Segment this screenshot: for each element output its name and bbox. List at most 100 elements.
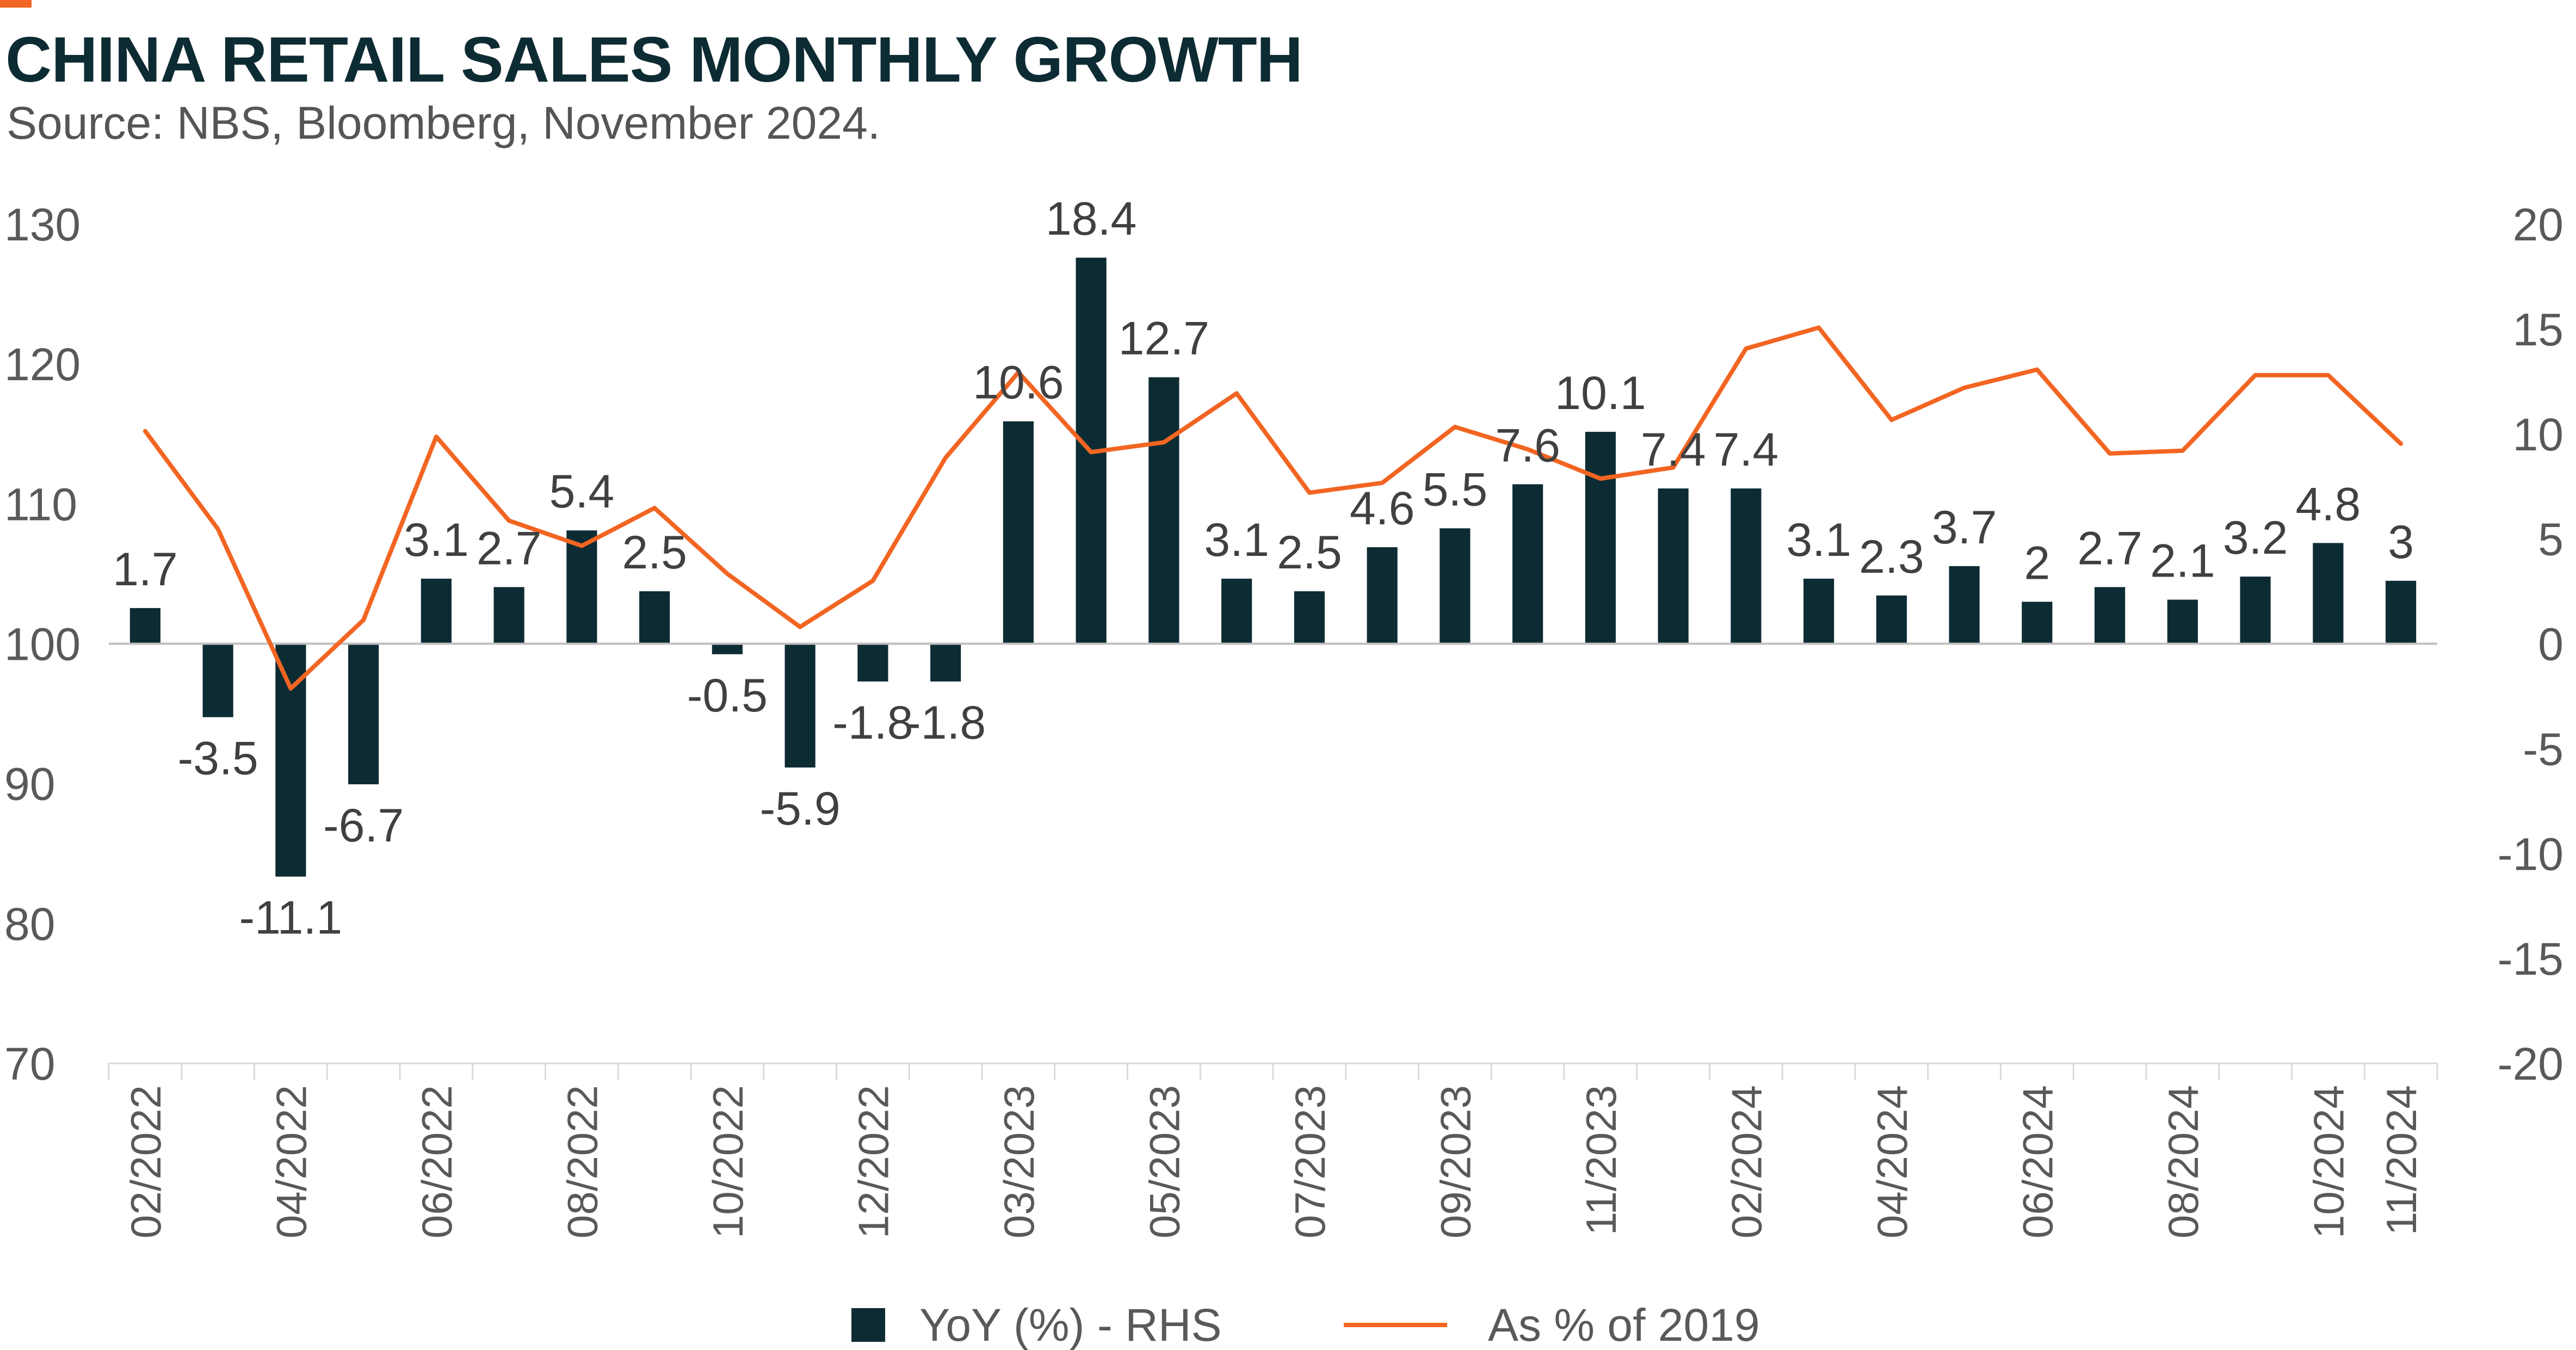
bar [1367,547,1398,644]
x-axis-label: 09/2023 [1431,1085,1479,1238]
x-axis-label: 03/2023 [995,1085,1043,1238]
data-label: 2 [2024,537,2050,589]
bar [1440,528,1471,644]
bar [1803,578,1834,644]
x-axis-label: 04/2022 [267,1085,315,1238]
bar [1003,421,1034,644]
x-axis-label: 11/2023 [1577,1085,1625,1235]
data-label: 4.6 [1350,482,1415,535]
bar [1949,566,1980,644]
data-label: 3.7 [1932,501,1997,554]
bar [2386,580,2417,644]
data-label: 3.1 [1786,514,1851,566]
bar [784,643,816,768]
bars [129,257,2417,877]
legend: YoY (%) - RHS As % of 2019 [851,1299,1760,1350]
left-tick-label: 90 [4,759,55,810]
left-tick-label: 130 [4,199,81,250]
left-tick-label: 70 [4,1038,55,1089]
data-label: -1.8 [905,697,986,749]
data-label: 5.4 [549,466,615,518]
x-axis-label: 11/2024 [2377,1085,2425,1235]
data-label: -3.5 [178,733,258,785]
x-axis-label: 07/2023 [1286,1085,1334,1238]
bar [1876,595,1907,644]
bar [348,643,379,784]
x-axis-label: 04/2024 [1868,1085,1916,1238]
x-axis-label: 10/2022 [704,1085,752,1238]
data-label: 2.1 [2150,535,2215,587]
bar [930,643,961,682]
bar [202,643,233,717]
data-label: 7.4 [1714,424,1779,476]
x-axis-label: 05/2023 [1140,1085,1188,1238]
bar [129,608,160,644]
right-axis-ticks: -20 -15 -10 -5 0 5 10 15 20 [2498,199,2563,1089]
chart-subtitle: Source: NBS, Bloomberg, November 2024. [7,97,881,148]
left-tick-label: 110 [4,479,77,530]
data-label: 5.5 [1423,463,1488,516]
bar [1731,488,1762,644]
x-axis-label: 06/2024 [2013,1085,2061,1238]
left-tick-label: 100 [4,619,81,670]
data-label: 12.7 [1119,313,1209,365]
data-label: -5.9 [760,783,841,835]
data-label: 10.6 [973,357,1064,409]
x-axis-labels: 02/2022 04/2022 06/2022 08/2022 10/2022 12/20… [122,1085,2425,1238]
bar [421,578,452,644]
x-axis-label: 12/2022 [849,1085,897,1238]
bar [2022,602,2053,644]
bar [712,643,743,654]
bar [493,587,524,644]
data-label: -0.5 [687,670,768,722]
x-axis-label: 02/2024 [1722,1085,1770,1238]
data-label: 2.7 [2077,522,2142,574]
data-label: 2.5 [622,527,687,579]
data-label: 7.4 [1641,424,1706,476]
data-label: 2.3 [1859,531,1924,583]
data-label: -6.7 [323,800,404,852]
left-tick-label: 120 [4,339,81,390]
right-tick-label: 10 [2513,409,2563,460]
chart-title: CHINA RETAIL SALES MONTHLY GROWTH [5,24,1303,96]
accent-bar [0,0,32,8]
data-label: 3.2 [2223,512,2288,564]
x-axis-label: 02/2022 [122,1085,170,1238]
right-tick-label: 0 [2538,619,2563,670]
right-tick-label: 5 [2538,514,2563,565]
right-tick-label: -10 [2498,828,2563,880]
legend-bar-swatch [851,1308,885,1342]
data-label: 7.6 [1495,419,1560,472]
right-tick-label: -20 [2498,1038,2563,1089]
data-label: 2.7 [477,522,542,574]
line-series [143,325,2404,691]
bar [857,643,888,682]
right-tick-label: -5 [2523,723,2563,775]
bar [2167,599,2198,644]
data-label: 4.8 [2296,478,2361,530]
bar [2313,543,2344,644]
data-label: 10.1 [1555,367,1646,419]
data-label: -1.8 [832,697,913,749]
bar [2095,587,2126,644]
bar [1585,431,1616,644]
right-tick-label: -15 [2498,933,2563,984]
right-tick-label: 15 [2513,304,2563,355]
bar [1294,591,1325,644]
data-label: 3 [2388,516,2414,568]
x-axis-label: 08/2022 [558,1085,606,1238]
line-series-path [143,325,2404,691]
data-label: -11.1 [239,892,343,944]
data-label: 1.7 [113,543,178,596]
left-axis-ticks: 70 80 90 100 110 120 130 [4,199,81,1089]
legend-bar-label: YoY (%) - RHS [919,1299,1222,1350]
data-label: 18.4 [1046,193,1136,245]
left-tick-label: 80 [4,899,55,950]
right-tick-label: 20 [2513,199,2563,250]
bar [2240,577,2271,644]
data-label: 2.5 [1277,527,1342,579]
bar [1658,488,1689,644]
bar [1148,377,1179,644]
bar [275,643,306,877]
